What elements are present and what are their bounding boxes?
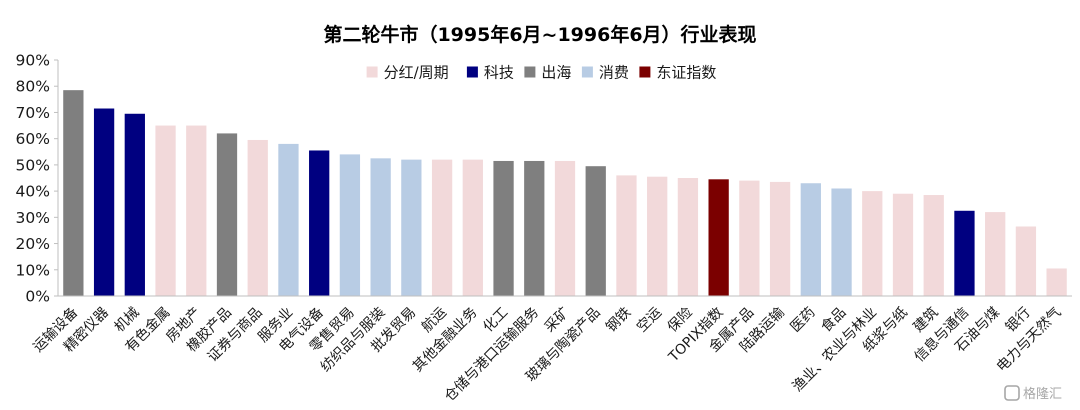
legend-swatch xyxy=(524,66,536,78)
category-label: 空运 xyxy=(634,305,665,336)
bar-25 xyxy=(800,183,821,296)
y-tick-label: 50% xyxy=(16,156,50,174)
bar-3 xyxy=(124,113,145,296)
bar-12 xyxy=(401,159,422,296)
bar-28 xyxy=(892,193,914,296)
y-axis: 0% 10% 20% 30% 40% 50% 60% 70% 80% 90% xyxy=(16,52,59,306)
y-tick-label: 30% xyxy=(16,209,50,227)
bar-27 xyxy=(862,191,883,296)
legend-label: 科技 xyxy=(484,64,514,82)
watermark-text: 格隆汇 xyxy=(1023,386,1062,402)
bar-10 xyxy=(339,154,361,296)
legend-item-cyclical: 分红/周期 xyxy=(366,64,449,82)
legend-swatch xyxy=(466,66,478,78)
y-tick-label: 80% xyxy=(16,78,50,96)
bar-11 xyxy=(370,158,391,296)
bar-22 xyxy=(708,179,729,296)
legend-label: 分红/周期 xyxy=(384,64,449,82)
watermark: 格隆汇 xyxy=(1004,385,1062,402)
bar-5 xyxy=(186,125,207,296)
chart-title: 第二轮牛市（1995年6月~1996年6月）行业表现 xyxy=(323,23,756,46)
legend-item-index: 东证指数 xyxy=(639,64,716,82)
bar-33 xyxy=(1046,268,1067,296)
y-tick-label: 0% xyxy=(25,288,50,306)
bar-24 xyxy=(769,181,791,296)
y-tick-label: 20% xyxy=(16,235,50,253)
category-label: 医药 xyxy=(788,305,819,336)
bar-18 xyxy=(585,166,606,296)
bar-8 xyxy=(278,143,299,296)
bar-31 xyxy=(985,212,1006,296)
legend: 分红/周期 科技 出海 消费 东证指数 xyxy=(366,64,716,82)
legend-swatch xyxy=(639,66,651,78)
bar-32 xyxy=(1015,226,1037,296)
bar-4 xyxy=(155,125,176,296)
legend-swatch xyxy=(581,66,593,78)
category-label: 钢铁 xyxy=(603,305,634,336)
bar-9 xyxy=(309,150,330,296)
bar-15 xyxy=(493,160,514,296)
bar-26 xyxy=(831,188,852,296)
bar-23 xyxy=(739,180,760,296)
legend-label: 出海 xyxy=(541,64,571,82)
bar-19 xyxy=(616,175,637,296)
legend-label: 消费 xyxy=(599,64,629,82)
bar-13 xyxy=(431,159,453,296)
bars xyxy=(63,90,1067,296)
y-tick-label: 10% xyxy=(16,261,50,279)
legend-swatch xyxy=(366,66,378,78)
bar-1 xyxy=(63,90,84,296)
legend-item-overseas: 出海 xyxy=(524,64,571,82)
y-tick-label: 90% xyxy=(16,52,50,70)
bar-2 xyxy=(93,108,115,296)
bar-20 xyxy=(647,176,668,296)
bar-29 xyxy=(923,195,944,296)
y-tick-label: 60% xyxy=(16,130,50,148)
bar-30 xyxy=(954,210,975,296)
gelonghui-logo-icon xyxy=(1004,385,1020,401)
y-tick-label: 70% xyxy=(16,104,50,122)
bar-7 xyxy=(247,139,268,296)
bar-21 xyxy=(677,178,699,296)
legend-item-tech: 科技 xyxy=(466,64,514,82)
bar-16 xyxy=(524,160,545,296)
legend-label: 东证指数 xyxy=(656,64,716,82)
bar-17 xyxy=(554,160,576,296)
bar-6 xyxy=(216,133,238,296)
y-tick-label: 40% xyxy=(16,183,50,201)
bar-14 xyxy=(462,159,483,296)
legend-item-consumer: 消费 xyxy=(581,64,629,82)
